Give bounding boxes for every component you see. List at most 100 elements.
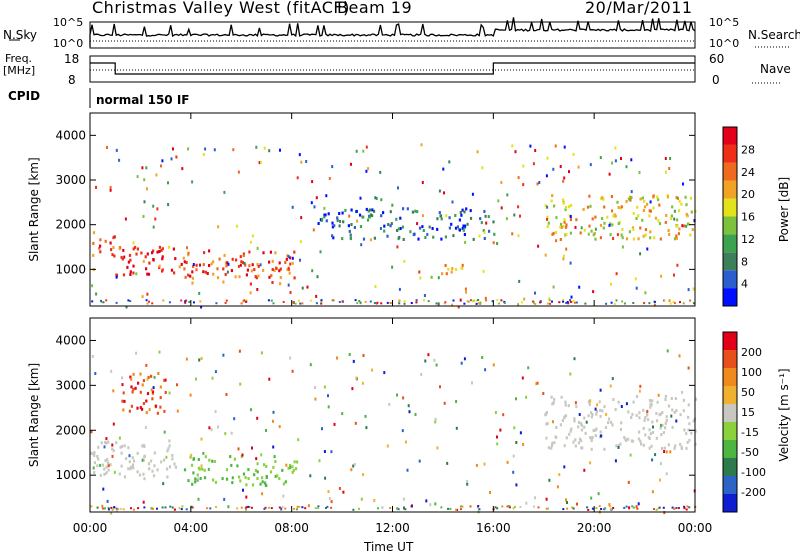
data-point — [172, 147, 174, 151]
data-point — [615, 299, 618, 302]
data-point — [113, 506, 116, 509]
data-point — [199, 263, 201, 267]
data-point — [239, 255, 242, 259]
data-point — [338, 301, 341, 303]
data-point — [661, 447, 664, 450]
data-point — [299, 240, 302, 244]
data-point — [106, 499, 109, 503]
data-point — [628, 506, 631, 510]
data-point — [121, 399, 124, 403]
data-point — [373, 209, 376, 213]
data-point — [567, 404, 570, 408]
data-point — [101, 463, 104, 467]
data-point — [107, 508, 110, 511]
data-point — [197, 477, 200, 481]
data-point — [639, 252, 642, 256]
data-point — [216, 276, 220, 280]
data-point — [564, 414, 568, 418]
data-point — [240, 260, 243, 264]
data-point — [452, 299, 455, 302]
data-point — [643, 205, 647, 209]
data-point — [569, 300, 572, 303]
data-point — [651, 420, 654, 424]
data-point — [571, 506, 574, 509]
data-point — [402, 207, 405, 211]
data-point — [422, 229, 425, 232]
data-point — [607, 417, 611, 421]
data-point — [438, 189, 441, 193]
colorbar-swatch — [723, 476, 737, 494]
data-point — [132, 271, 135, 275]
data-point — [361, 381, 364, 385]
data-point — [460, 361, 463, 365]
data-point — [611, 161, 614, 165]
data-point — [569, 299, 571, 302]
data-point — [373, 302, 376, 304]
data-point — [181, 505, 184, 508]
colorbar-title: Power [dB] — [777, 177, 791, 242]
data-point — [568, 432, 571, 436]
data-point — [194, 477, 197, 481]
data-point — [513, 213, 516, 217]
data-point — [352, 359, 355, 363]
data-point — [431, 227, 434, 230]
data-point — [631, 505, 634, 508]
data-point — [173, 271, 176, 275]
data-point — [494, 506, 497, 509]
data-point — [168, 391, 171, 395]
colorbar-swatch — [723, 127, 737, 145]
data-point — [685, 432, 688, 436]
x-tick-label: 12:00 — [375, 521, 410, 535]
y-axis-label: Slant Range [km] — [27, 157, 41, 261]
data-point — [610, 195, 613, 198]
data-point — [534, 149, 537, 152]
data-point — [420, 373, 423, 376]
data-point — [521, 376, 524, 380]
data-point — [309, 299, 312, 302]
velocity-scatter-marks — [90, 349, 698, 515]
data-point — [575, 301, 578, 304]
data-point — [668, 233, 671, 236]
data-point — [120, 444, 124, 448]
data-point — [625, 200, 628, 203]
data-point — [621, 300, 624, 303]
data-point — [459, 298, 462, 302]
data-point — [671, 506, 674, 509]
data-point — [479, 301, 482, 304]
data-point — [251, 234, 254, 238]
data-point — [631, 412, 634, 416]
data-point — [92, 241, 95, 245]
data-point — [151, 392, 154, 395]
data-point — [665, 450, 668, 454]
data-point — [203, 476, 207, 480]
data-point — [197, 497, 200, 501]
data-point — [564, 205, 568, 209]
data-point — [239, 382, 242, 386]
data-point — [599, 414, 602, 418]
data-point — [612, 398, 615, 401]
data-point — [545, 412, 548, 416]
data-point — [180, 299, 183, 302]
data-point — [161, 268, 164, 272]
data-point — [118, 158, 121, 162]
data-point — [471, 381, 473, 385]
data-point — [109, 241, 112, 245]
data-point — [677, 507, 680, 509]
data-point — [573, 357, 576, 361]
data-point — [136, 406, 139, 410]
data-point — [674, 444, 677, 448]
data-point — [671, 205, 674, 209]
data-point — [238, 475, 241, 479]
data-point — [116, 508, 119, 510]
data-point — [111, 447, 114, 451]
data-point — [403, 302, 406, 305]
data-point — [591, 217, 594, 221]
data-point — [646, 247, 649, 251]
data-point — [336, 216, 339, 220]
data-point — [484, 296, 487, 300]
data-point — [658, 413, 661, 417]
y-tick-label: 4000 — [55, 333, 86, 347]
data-point — [324, 476, 327, 480]
data-point — [475, 463, 478, 467]
data-point — [243, 262, 246, 265]
